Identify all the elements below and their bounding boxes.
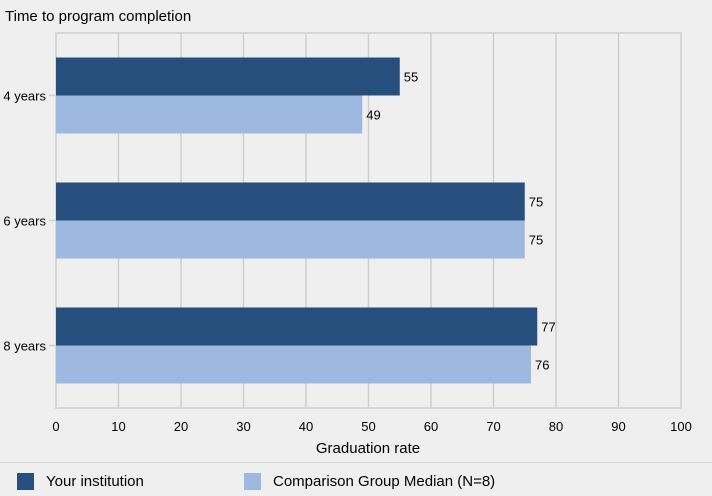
x-tick-label-90: 90 [611, 419, 625, 434]
data-label-comparison-group-median-n-8-8-years: 76 [535, 358, 549, 373]
x-tick-label-60: 60 [424, 419, 438, 434]
x-tick-label-10: 10 [111, 419, 125, 434]
category-labels: 4 years 6 years 8 years [3, 89, 56, 354]
chart-title: Time to program completion [5, 8, 191, 25]
x-tick-label-30: 30 [236, 419, 250, 434]
x-tick-label-20: 20 [174, 419, 188, 434]
bar-comparison-group-median-n-8-8-years [56, 345, 531, 384]
bar-your-institution-8-years [56, 307, 538, 346]
bar-chart: Time to program completion 554975757776 … [3, 8, 691, 457]
x-tick-label-70: 70 [486, 419, 500, 434]
bar-your-institution-6-years [56, 182, 525, 221]
legend-swatch-your-institution [17, 473, 34, 490]
x-tick-label-80: 80 [549, 419, 563, 434]
legend-label-comparison-group: Comparison Group Median (N=8) [273, 473, 496, 490]
legend: Your institution Comparison Group Median… [0, 462, 712, 496]
legend-item-your-institution: Your institution [17, 473, 144, 490]
category-label-8-years: 8 years [3, 339, 46, 354]
x-tick-labels: 0 10 20 30 40 50 60 70 80 90 100 [52, 419, 691, 434]
bar-comparison-group-median-n-8-4-years [56, 95, 363, 134]
legend-label-your-institution: Your institution [46, 473, 144, 490]
legend-item-comparison-group: Comparison Group Median (N=8) [244, 473, 495, 490]
x-tick-label-0: 0 [52, 419, 59, 434]
bar-your-institution-4-years [56, 57, 400, 96]
data-labels: 55 49 75 75 77 76 [366, 70, 555, 373]
x-tick-label-50: 50 [361, 419, 375, 434]
bar-comparison-group-median-n-8-6-years [56, 220, 525, 259]
data-label-your-institution-4-years: 55 [404, 70, 418, 85]
x-tick-label-40: 40 [299, 419, 313, 434]
data-label-your-institution-6-years: 75 [529, 195, 543, 210]
category-label-4-years: 4 years [3, 89, 46, 104]
legend-swatch-comparison-group [244, 473, 261, 490]
data-label-comparison-group-median-n-8-4-years: 49 [366, 108, 380, 123]
x-axis-label: Graduation rate [316, 440, 420, 457]
x-tick-label-100: 100 [670, 419, 692, 434]
bars [56, 57, 538, 384]
category-label-6-years: 6 years [3, 214, 46, 229]
data-label-your-institution-8-years: 77 [541, 320, 555, 335]
data-label-comparison-group-median-n-8-6-years: 75 [529, 233, 543, 248]
